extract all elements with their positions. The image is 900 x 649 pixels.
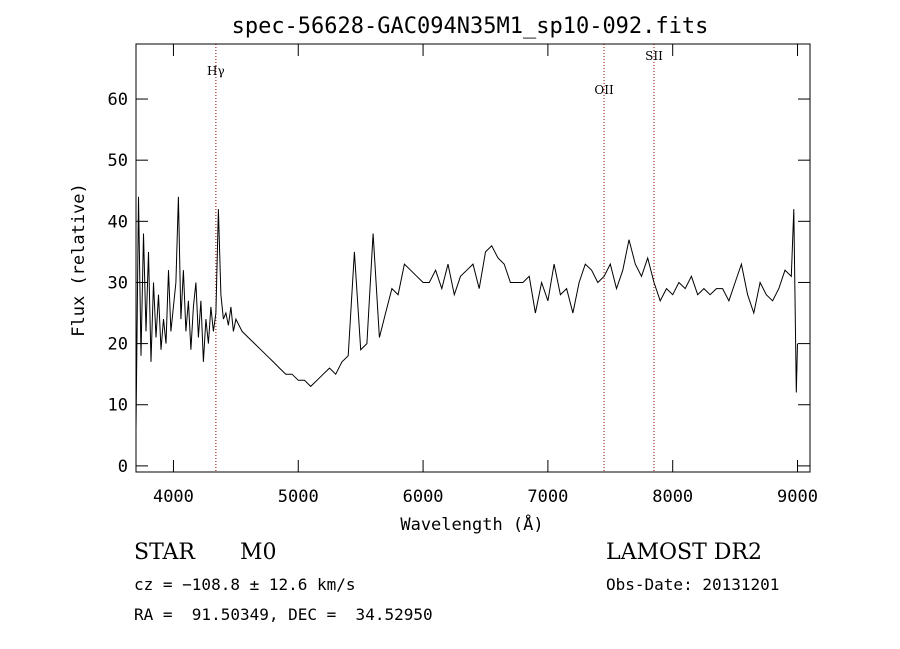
y-tick-label: 40: [108, 212, 128, 232]
x-tick-label: 7000: [527, 487, 568, 507]
x-tick-label: 9000: [777, 487, 818, 507]
coordinates: RA = 91.50349, DEC = 34.52950: [134, 605, 433, 624]
line-marker-label: Hγ: [207, 64, 225, 78]
survey-name: LAMOST DR2: [606, 540, 762, 565]
spectrum-series: [135, 196, 798, 430]
line-marker-label: SII: [645, 49, 663, 63]
y-tick-label: 0: [118, 457, 128, 477]
plot-frame: [135, 43, 811, 473]
y-tick-label: 20: [108, 335, 128, 355]
x-axis: 4000 5000 6000 7000 8000 9000: [153, 44, 818, 507]
y-tick-label: 50: [108, 151, 128, 171]
y-axis-label: Flux (relative): [69, 183, 89, 337]
chart-title: spec-56628-GAC094N35M1_sp10-092.fits: [232, 14, 709, 39]
object-subclass: M0: [240, 540, 277, 565]
y-tick-label: 30: [108, 273, 128, 293]
x-tick-label: 5000: [278, 487, 319, 507]
y-axis: 0 10 20 30 40 50 60: [108, 90, 810, 477]
y-tick-label: 60: [108, 90, 128, 110]
x-tick-label: 6000: [403, 487, 444, 507]
x-tick-label: 4000: [153, 487, 194, 507]
object-class: STAR: [134, 540, 195, 565]
x-tick-label: 8000: [652, 487, 693, 507]
line-marker-label: OII: [594, 83, 614, 97]
x-axis-label: Wavelength (Å): [400, 513, 543, 535]
obs-date: Obs-Date: 20131201: [606, 575, 780, 594]
line-markers: Hγ OII SII: [207, 44, 663, 472]
y-tick-label: 10: [108, 396, 128, 416]
redshift-text: cz = −108.8 ± 12.6 km/s: [134, 575, 356, 594]
